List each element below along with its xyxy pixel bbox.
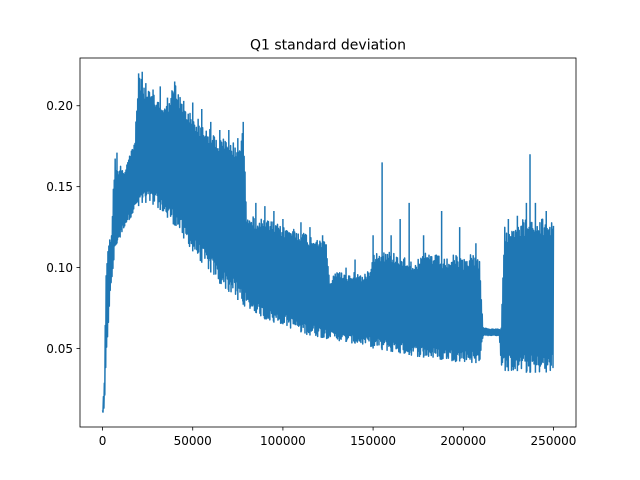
x-tick-label: 200000 bbox=[440, 434, 486, 448]
y-tick-label: 0.15 bbox=[46, 180, 73, 194]
plot-area bbox=[101, 71, 555, 413]
x-axis: 0 50000 100000 150000 200000 250000 bbox=[99, 427, 577, 448]
series-line bbox=[101, 71, 555, 413]
y-axis: 0.05 0.10 0.15 0.20 bbox=[46, 99, 80, 356]
y-tick-label: 0.20 bbox=[46, 99, 73, 113]
x-tick-label: 150000 bbox=[350, 434, 396, 448]
x-tick-label: 100000 bbox=[260, 434, 306, 448]
y-tick-label: 0.10 bbox=[46, 261, 73, 275]
series-q1-standard-deviation bbox=[101, 71, 555, 413]
y-tick-label: 0.05 bbox=[46, 342, 73, 356]
chart-title: Q1 standard deviation bbox=[250, 38, 406, 54]
x-tick-label: 50000 bbox=[174, 434, 212, 448]
x-tick-label: 0 bbox=[99, 434, 107, 448]
x-tick-label: 250000 bbox=[531, 434, 577, 448]
axes-frame bbox=[79, 57, 577, 428]
